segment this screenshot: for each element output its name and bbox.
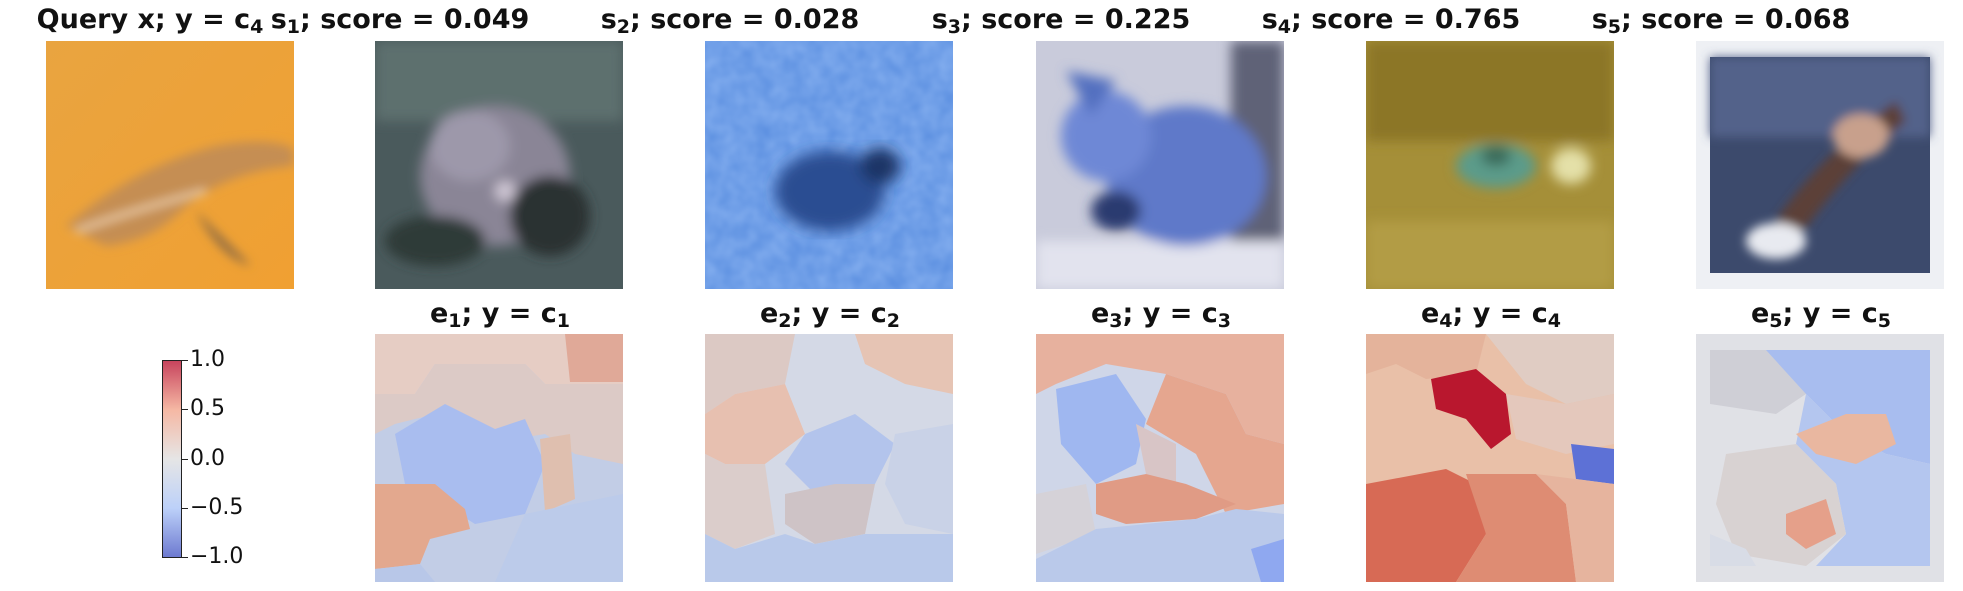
colorbar-tick-label: 1.0 [190, 347, 225, 372]
explanation-4-heatmap [1366, 334, 1614, 582]
colorbar-tickmark [182, 409, 188, 410]
explanation-3-heatmap [1036, 334, 1284, 582]
explanation-5-title: e5; y = c5 [1750, 298, 1891, 332]
colorbar-tickmark [182, 459, 188, 460]
sample-2-title: s2; score = 0.028 [600, 4, 860, 38]
colorbar-tickmark [182, 508, 188, 509]
colorbar-tick-label: −1.0 [190, 544, 244, 569]
sample-3-image [1036, 41, 1284, 289]
sample-4-title: s4; score = 0.765 [1261, 4, 1521, 38]
sample-2-image [705, 41, 953, 289]
explanation-2-heatmap [705, 334, 953, 582]
colorbar-tick-label: −0.5 [190, 495, 244, 520]
explanation-1-heatmap [375, 334, 623, 582]
sample-1-title: s1; score = 0.049 [270, 4, 530, 38]
colorbar-tick-label: 0.0 [190, 446, 225, 471]
explanation-5-heatmap [1696, 334, 1944, 582]
explanation-1-title: e1; y = c1 [429, 298, 570, 332]
query-title: Query x; y = c4 [36, 4, 264, 38]
sample-5-image [1696, 41, 1944, 289]
sample-3-title: s3; score = 0.225 [931, 4, 1191, 38]
query-image [46, 41, 294, 289]
sample-5-title: s5; score = 0.068 [1591, 4, 1851, 38]
colorbar-tick-label: 0.5 [190, 396, 225, 421]
colorbar-tickmark [182, 557, 188, 558]
sample-1-image [375, 41, 623, 289]
colorbar [162, 360, 182, 558]
sample-4-image [1366, 41, 1614, 289]
explanation-4-title: e4; y = c4 [1420, 298, 1561, 332]
explanation-3-title: e3; y = c3 [1090, 298, 1231, 332]
colorbar-tickmark [182, 360, 188, 361]
explanation-2-title: e2; y = c2 [759, 298, 900, 332]
